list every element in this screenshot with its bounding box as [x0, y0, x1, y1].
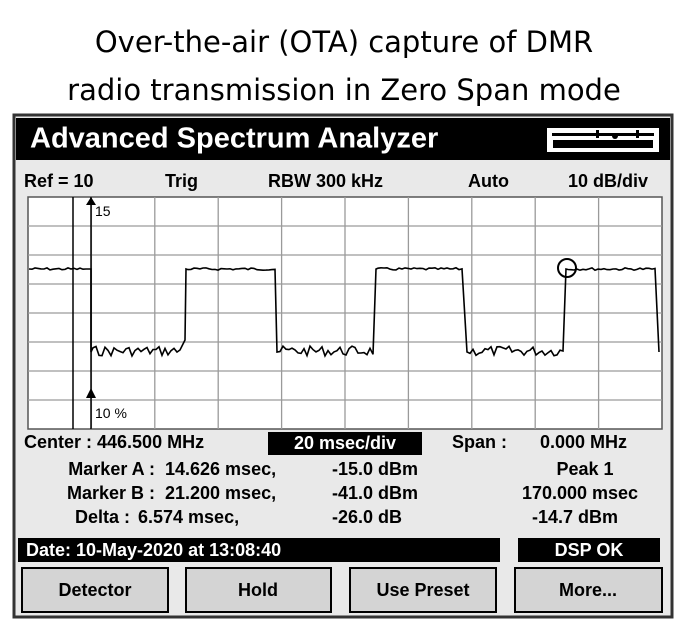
- marker-label: Marker B :: [67, 483, 155, 503]
- trigger: Trig: [165, 171, 198, 191]
- peak-marker: [557, 258, 577, 278]
- softkey[interactable]: More...: [514, 567, 663, 613]
- softkey-label[interactable]: More...: [559, 580, 617, 600]
- marker-time: 6.574 msec,: [138, 507, 239, 527]
- battery-icon: [547, 128, 659, 152]
- scale: 10 dB/div: [568, 171, 648, 191]
- sweep-time: 20 msec/div: [294, 433, 396, 453]
- marker-time: 21.200 msec,: [165, 483, 276, 503]
- screen-title: Advanced Spectrum Analyzer: [30, 123, 438, 155]
- marker-label: Marker A :: [68, 459, 155, 479]
- dsp-status: DSP OK: [555, 540, 624, 560]
- softkey[interactable]: Hold: [185, 567, 332, 613]
- peak-time: 170.000 msec: [522, 483, 638, 503]
- center-frequency: Center : 446.500 MHz: [24, 432, 204, 452]
- caption-line: Over-the-air (OTA) capture of DMR: [95, 25, 593, 59]
- span-value: 0.000 MHz: [540, 432, 627, 452]
- softkey-label[interactable]: Detector: [58, 580, 131, 600]
- peak-level: -14.7 dBm: [532, 507, 618, 527]
- date-time: Date: 10-May-2020 at 13:08:40: [26, 540, 281, 560]
- rbw: RBW 300 kHz: [268, 171, 383, 191]
- marker-level: -26.0 dB: [332, 507, 402, 527]
- sweep-box: [268, 432, 422, 455]
- dsp-status-box: [518, 538, 660, 562]
- marker-arrow: [86, 388, 96, 398]
- softkey-label[interactable]: Use Preset: [376, 580, 469, 600]
- auto: Auto: [468, 171, 509, 191]
- span-label: Span :: [452, 432, 507, 452]
- marker-level: -15.0 dBm: [332, 459, 418, 479]
- status-bar: [18, 538, 500, 562]
- marker-arrow: [86, 197, 96, 205]
- peak-label: Peak 1: [556, 459, 613, 479]
- marker-time: 14.626 msec,: [165, 459, 276, 479]
- marker-level: -41.0 dBm: [332, 483, 418, 503]
- caption-line: radio transmission in Zero Span mode: [67, 73, 621, 107]
- softkey[interactable]: Use Preset: [349, 567, 497, 613]
- grid: [28, 197, 662, 429]
- trace: [28, 266, 660, 358]
- softkey-label[interactable]: Hold: [238, 580, 278, 600]
- bottom-label: 10 %: [95, 405, 127, 421]
- top-label: 15: [95, 203, 111, 219]
- marker-label: Delta :: [75, 507, 130, 527]
- ref-level: Ref = 10: [24, 171, 94, 191]
- softkey[interactable]: Detector: [21, 567, 169, 613]
